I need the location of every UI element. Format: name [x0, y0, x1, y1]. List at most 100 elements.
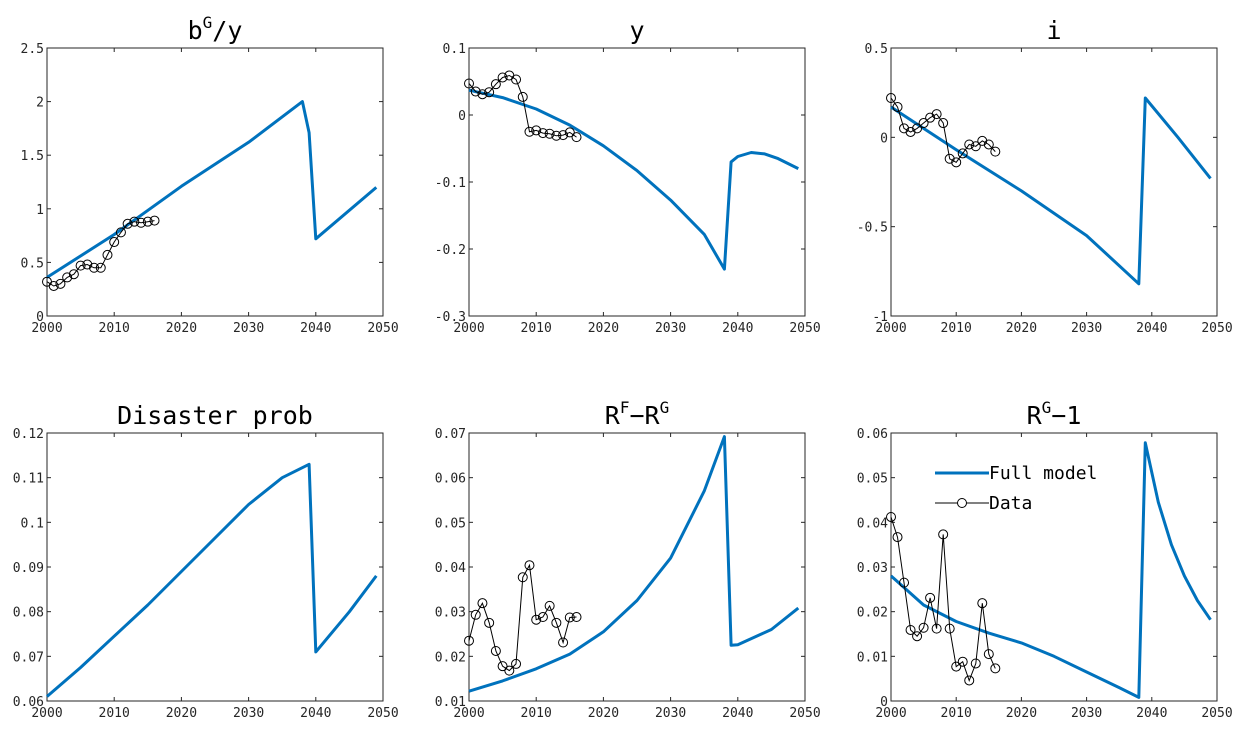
y-tick-label: 0.1 — [21, 516, 44, 531]
y-tick-label: 0.04 — [857, 516, 888, 531]
data-point — [886, 93, 896, 104]
y-tick-label: 0.09 — [13, 561, 44, 576]
title-superscript: G — [1042, 398, 1052, 417]
x-tick-label: 2040 — [300, 321, 331, 336]
data-point — [925, 112, 936, 123]
data-point — [944, 623, 955, 634]
x-tick-label: 2050 — [367, 706, 398, 721]
data-point — [990, 663, 1001, 674]
series-line-full-model — [468, 88, 799, 271]
data-point — [551, 617, 562, 628]
x-tick-label: 2010 — [941, 321, 972, 336]
x-tick-label: 2020 — [166, 706, 197, 721]
panel-title: RF−RG — [605, 398, 669, 430]
y-tick-label: 0.08 — [13, 606, 44, 621]
data-point — [136, 217, 147, 228]
x-tick-label: 2020 — [166, 321, 197, 336]
y-tick-label: 0.07 — [435, 427, 466, 442]
data-point — [48, 280, 59, 291]
x-tick-label: 2030 — [233, 321, 264, 336]
data-point — [464, 635, 474, 646]
y-tick-label: 2.5 — [21, 42, 44, 57]
y-tick-label: 1 — [36, 203, 44, 218]
data-point — [886, 511, 896, 522]
series-line-full-model — [468, 435, 800, 693]
x-tick-label: 2020 — [1006, 706, 1037, 721]
y-tick-label: 0.07 — [13, 650, 44, 665]
x-tick-label: 2020 — [588, 706, 619, 721]
y-tick-label: 2 — [36, 96, 44, 111]
x-tick-label: 2000 — [453, 706, 484, 721]
x-tick-label: 2050 — [1201, 706, 1232, 721]
legend: Full model Data — [935, 463, 1097, 514]
y-tick-label: 0.01 — [857, 650, 888, 665]
data-point — [470, 609, 481, 620]
data-point — [912, 631, 923, 642]
title-superscript: G — [660, 398, 670, 417]
data-point — [571, 132, 582, 143]
title-text: b — [188, 16, 203, 45]
data-point — [524, 126, 535, 137]
data-point — [564, 612, 575, 623]
x-tick-label: 2050 — [789, 706, 820, 721]
y-tick-label: 0 — [36, 310, 44, 325]
y-tick-label: 0.11 — [13, 472, 44, 487]
x-tick-label: 2050 — [1201, 321, 1232, 336]
data-point — [484, 617, 495, 628]
title-text: Disaster prob — [117, 401, 313, 430]
y-tick-label: -0.3 — [435, 310, 466, 325]
data-point — [899, 577, 910, 588]
data-point — [564, 127, 575, 138]
x-tick-label: 2030 — [233, 706, 264, 721]
panel-title: RG−1 — [1027, 398, 1082, 430]
series-line-data — [890, 516, 996, 682]
x-tick-label: 2030 — [1071, 706, 1102, 721]
data-point — [925, 592, 936, 603]
title-text: i — [1046, 16, 1061, 45]
data-point — [558, 130, 569, 141]
data-point — [938, 118, 949, 129]
series-line-full-model — [890, 96, 1212, 286]
data-point — [511, 658, 522, 669]
title-superscript: F — [620, 398, 630, 417]
data-point — [149, 215, 160, 226]
data-point — [129, 216, 140, 227]
data-point — [517, 572, 528, 583]
data-point — [558, 637, 569, 648]
data-point — [82, 259, 93, 270]
data-point — [122, 218, 133, 229]
x-tick-label: 2050 — [789, 321, 820, 336]
data-point — [964, 139, 975, 150]
data-point — [75, 260, 86, 271]
x-tick-label: 2020 — [1006, 321, 1037, 336]
title-text: R — [605, 401, 621, 430]
title-text: −R — [629, 401, 660, 430]
data-point — [102, 249, 113, 260]
y-tick-label: -0.1 — [435, 176, 466, 191]
series-line-data — [468, 563, 577, 672]
data-point — [931, 623, 942, 634]
data-point — [970, 141, 981, 152]
data-point — [490, 79, 501, 90]
y-tick-label: 0 — [458, 109, 466, 124]
x-tick-label: 2020 — [588, 321, 619, 336]
data-point — [544, 600, 555, 611]
data-point — [497, 72, 508, 83]
data-point — [142, 216, 153, 227]
x-tick-label: 2010 — [941, 706, 972, 721]
x-tick-label: 2000 — [31, 706, 62, 721]
panel-2: 2000 2010 2020 2030 2040 2050 -0.3 -0.2 -0.1 0 0.1… — [435, 16, 821, 336]
panel-title: y — [629, 16, 644, 45]
data-point — [477, 598, 488, 609]
y-tick-label: 0.5 — [865, 42, 888, 57]
panel-title: bG/y — [188, 13, 243, 45]
axes-box — [890, 47, 1218, 317]
y-tick-label: -0.2 — [435, 243, 466, 258]
x-tick-label: 2040 — [300, 706, 331, 721]
data-point — [484, 87, 495, 98]
data-point — [977, 598, 988, 609]
data-point — [983, 649, 994, 660]
x-tick-label: 2010 — [521, 321, 552, 336]
x-tick-label: 2000 — [453, 321, 484, 336]
